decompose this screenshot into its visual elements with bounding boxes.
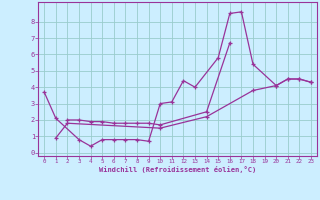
X-axis label: Windchill (Refroidissement éolien,°C): Windchill (Refroidissement éolien,°C): [99, 166, 256, 173]
